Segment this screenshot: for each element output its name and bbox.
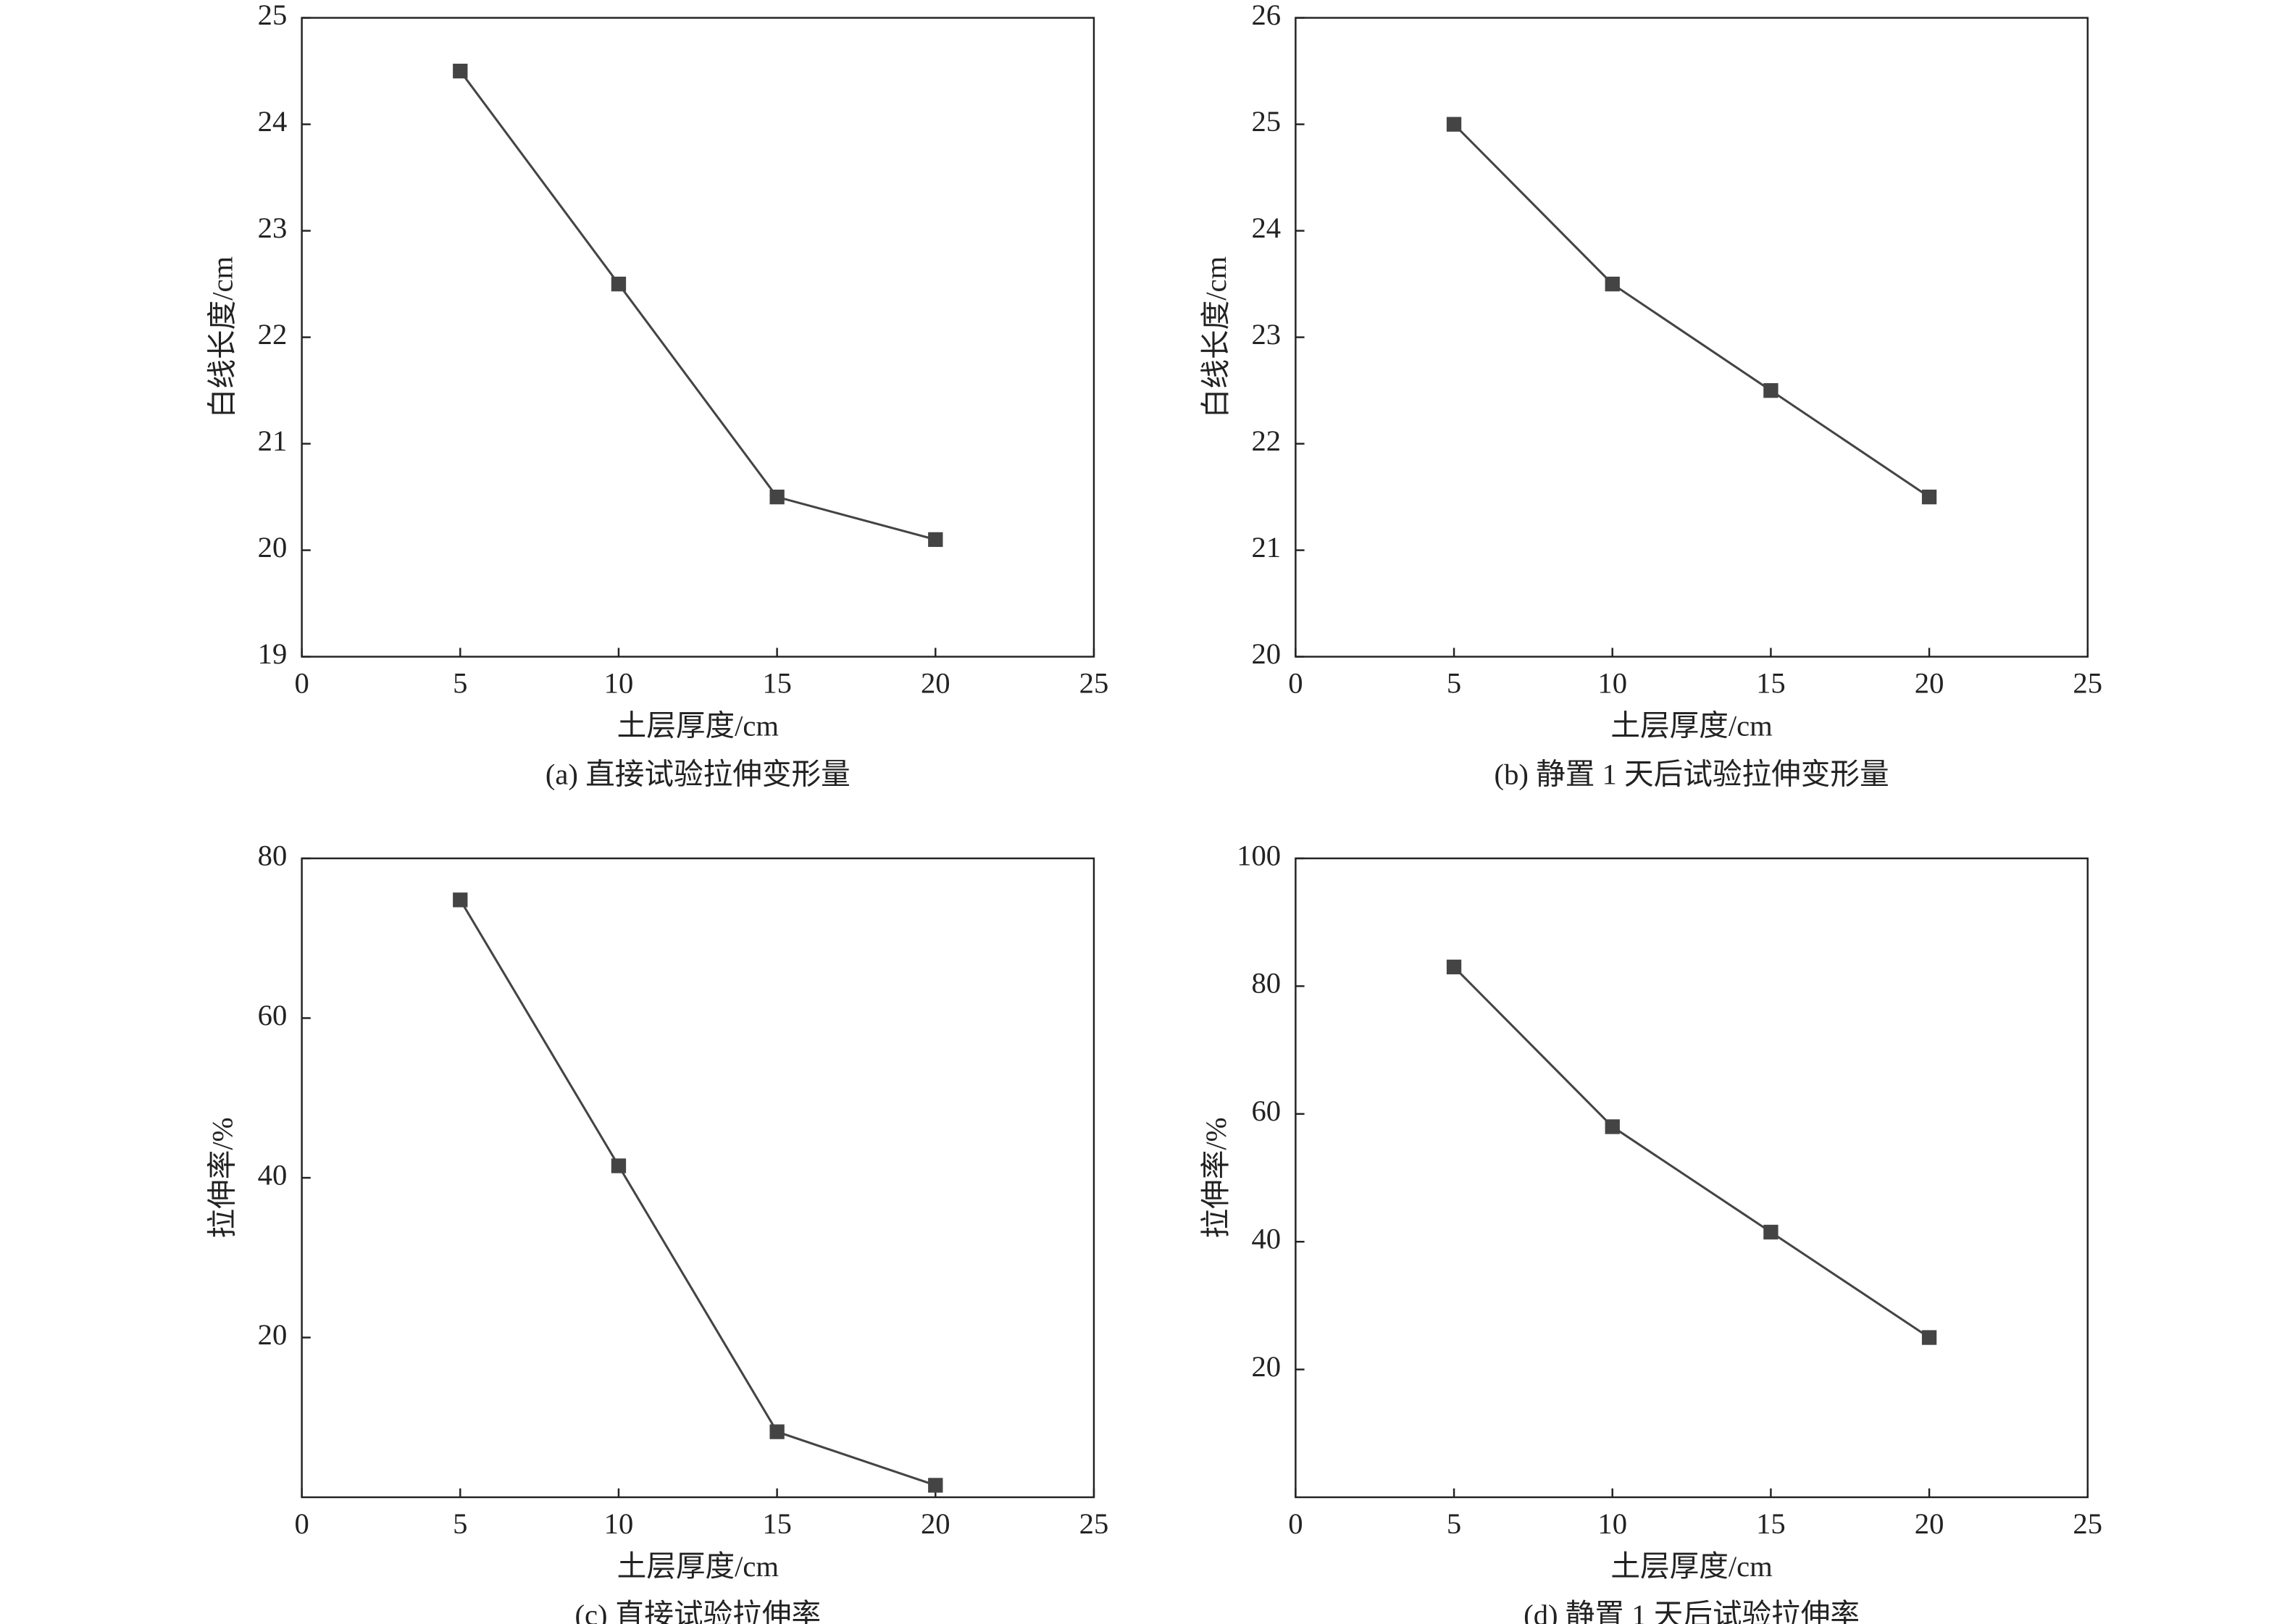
- x-tick-label: 15: [762, 1507, 792, 1540]
- y-tick-label: 24: [258, 105, 288, 138]
- plot-frame: [301, 17, 1095, 658]
- x-tick-label: 0: [294, 667, 309, 700]
- x-tick-label: 20: [921, 1507, 950, 1540]
- data-point: [1763, 1224, 1779, 1240]
- y-tick-label: 22: [1251, 424, 1281, 457]
- x-tick-label: 5: [1447, 667, 1461, 700]
- data-point: [769, 489, 785, 505]
- data-line: [459, 70, 936, 541]
- x-tick-label: 10: [1597, 1507, 1627, 1540]
- data-point: [453, 63, 468, 79]
- chart-title: (b) 静置 1 天后试验拉伸变形量: [1495, 758, 1889, 791]
- x-tick-label: 20: [921, 667, 950, 700]
- y-tick-label: 40: [258, 1158, 288, 1191]
- x-tick-label: 25: [1079, 1507, 1109, 1540]
- plot-frame: [1295, 857, 2089, 1499]
- data-line: [1453, 966, 1930, 1339]
- y-tick-label: 24: [1251, 212, 1281, 244]
- y-axis-label: 拉伸率/%: [206, 1118, 238, 1239]
- data-point: [1921, 489, 1937, 505]
- x-tick-label: 0: [1288, 667, 1303, 700]
- x-tick-label: 10: [1597, 667, 1627, 700]
- x-tick-label: 25: [2073, 667, 2102, 700]
- x-tick-label: 25: [1079, 667, 1109, 700]
- x-tick-label: 15: [762, 667, 792, 700]
- data-point: [1446, 117, 1462, 132]
- x-tick-label: 0: [294, 1507, 309, 1540]
- data-point: [611, 1158, 627, 1173]
- data-line: [459, 899, 936, 1486]
- data-point: [1446, 959, 1462, 975]
- x-tick-label: 15: [1756, 667, 1786, 700]
- y-tick-label: 23: [1251, 318, 1281, 351]
- data-point: [769, 1424, 785, 1439]
- x-axis-label: 土层厚度/cm: [1610, 1550, 1772, 1583]
- y-axis-label: 白线长度/cm: [1200, 256, 1232, 418]
- y-tick-label: 20: [258, 1318, 288, 1351]
- y-tick-label: 20: [258, 531, 288, 564]
- y-tick-label: 20: [1251, 637, 1281, 670]
- data-line: [1453, 123, 1930, 498]
- x-tick-label: 0: [1288, 1507, 1303, 1540]
- data-point: [1605, 276, 1620, 292]
- x-tick-label: 10: [604, 667, 634, 700]
- x-axis-label: 土层厚度/cm: [617, 710, 779, 742]
- x-tick-label: 20: [1915, 667, 1944, 700]
- x-tick-label: 10: [604, 1507, 634, 1540]
- x-tick-label: 5: [453, 1507, 467, 1540]
- chart-title: (d) 静置 1 天后试验拉伸率: [1524, 1599, 1860, 1624]
- y-tick-label: 100: [1237, 839, 1281, 871]
- y-tick-label: 20: [1251, 1350, 1281, 1383]
- data-point: [453, 892, 468, 908]
- y-tick-label: 60: [1251, 1094, 1281, 1127]
- data-point: [1605, 1119, 1620, 1134]
- y-tick-label: 22: [258, 318, 288, 351]
- y-tick-label: 19: [258, 637, 288, 670]
- y-tick-label: 21: [1251, 531, 1281, 564]
- data-point: [1921, 1330, 1937, 1345]
- x-tick-label: 5: [453, 667, 467, 700]
- plot-frame: [301, 857, 1095, 1499]
- x-tick-label: 15: [1756, 1507, 1786, 1540]
- x-tick-label: 25: [2073, 1507, 2102, 1540]
- x-tick-label: 20: [1915, 1507, 1944, 1540]
- chart-title: (c) 直接试验拉伸率: [574, 1599, 821, 1624]
- data-point: [928, 532, 943, 548]
- y-tick-label: 26: [1251, 0, 1281, 31]
- y-tick-label: 40: [1251, 1223, 1281, 1255]
- y-tick-label: 23: [258, 212, 288, 244]
- y-tick-label: 60: [258, 999, 288, 1031]
- data-point: [1763, 382, 1779, 398]
- x-axis-label: 土层厚度/cm: [617, 1550, 779, 1583]
- data-point: [928, 1478, 943, 1493]
- y-tick-label: 21: [258, 424, 288, 457]
- y-tick-label: 25: [258, 0, 288, 31]
- chart-title: (a) 直接试验拉伸变形量: [546, 758, 850, 791]
- y-tick-label: 80: [1251, 967, 1281, 1000]
- y-axis-label: 拉伸率/%: [1200, 1118, 1232, 1239]
- y-axis-label: 白线长度/cm: [206, 256, 238, 418]
- x-tick-label: 5: [1447, 1507, 1461, 1540]
- y-tick-label: 80: [258, 839, 288, 871]
- data-point: [611, 276, 627, 292]
- x-axis-label: 土层厚度/cm: [1610, 710, 1772, 742]
- y-tick-label: 25: [1251, 105, 1281, 138]
